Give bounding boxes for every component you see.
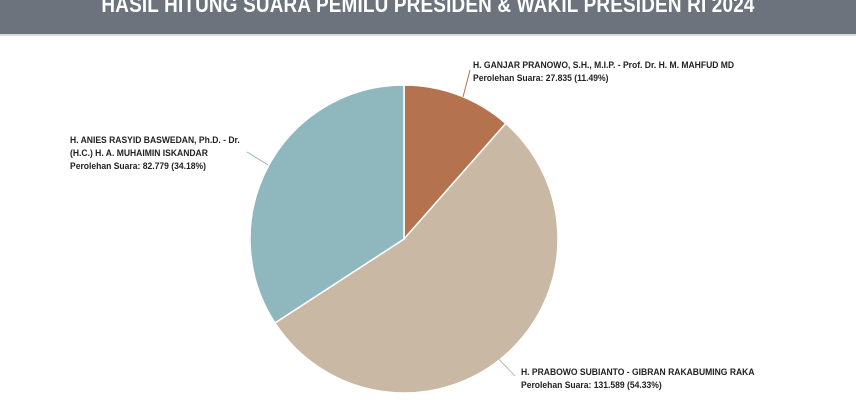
header-bar: HASIL HITUNG SUARA PEMILU PRESIDEN & WAK… (0, 0, 856, 36)
pie-slice-anies[interactable] (249, 84, 405, 325)
label-ganjar-value: Perolehan Suara: 27.835 (11.49%) (473, 73, 609, 84)
label-anies-name-2: (H.C.) H. A. MUHAIMIN ISKANDAR (70, 148, 208, 159)
label-prabowo-value: Perolehan Suara: 131.589 (54.33%) (521, 380, 662, 391)
label-anies-name-1: H. ANIES RASYID BASWEDAN, Ph.D. - Dr. (70, 135, 240, 146)
leader-line-ganjar (462, 69, 471, 98)
leader-line-prabowo (491, 351, 516, 377)
label-anies-value: Perolehan Suara: 82.779 (34.18%) (70, 161, 206, 172)
pie-slice-prabowo[interactable] (273, 122, 559, 394)
label-anies: H. ANIES RASYID BASWEDAN, Ph.D. - Dr. (H… (70, 134, 240, 173)
chart-title: HASIL HITUNG SUARA PEMILU PRESIDEN & WAK… (101, 0, 755, 17)
leader-line-anies (246, 151, 269, 166)
label-ganjar-name: H. GANJAR PRANOWO, S.H., M.I.P. - Prof. … (473, 60, 735, 71)
label-ganjar: H. GANJAR PRANOWO, S.H., M.I.P. - Prof. … (473, 59, 734, 85)
label-prabowo-name: H. PRABOWO SUBIANTO - GIBRAN RAKABUMING … (521, 367, 755, 378)
label-prabowo: H. PRABOWO SUBIANTO - GIBRAN RAKABUMING … (521, 366, 755, 392)
pie-slice-ganjar[interactable] (403, 84, 507, 241)
